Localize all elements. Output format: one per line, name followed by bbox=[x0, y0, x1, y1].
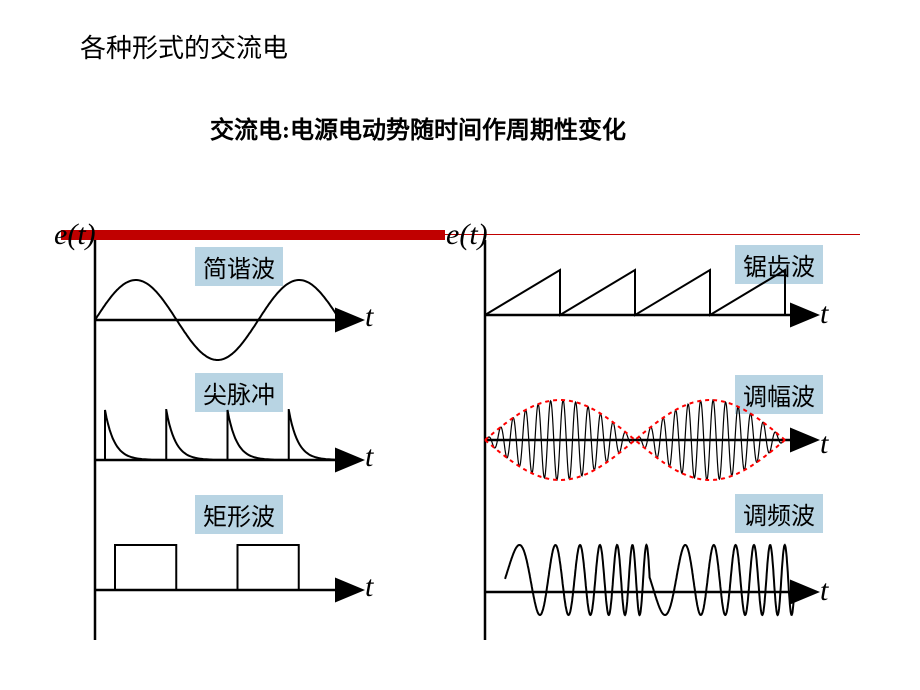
right-wave-panel bbox=[470, 240, 850, 650]
left-wave-panel bbox=[80, 240, 380, 650]
red-bar bbox=[61, 230, 445, 240]
red-line bbox=[445, 234, 860, 235]
page-title: 各种形式的交流电 bbox=[80, 28, 288, 65]
page-subtitle: 交流电:电源电动势随时间作周期性变化 bbox=[210, 110, 626, 145]
